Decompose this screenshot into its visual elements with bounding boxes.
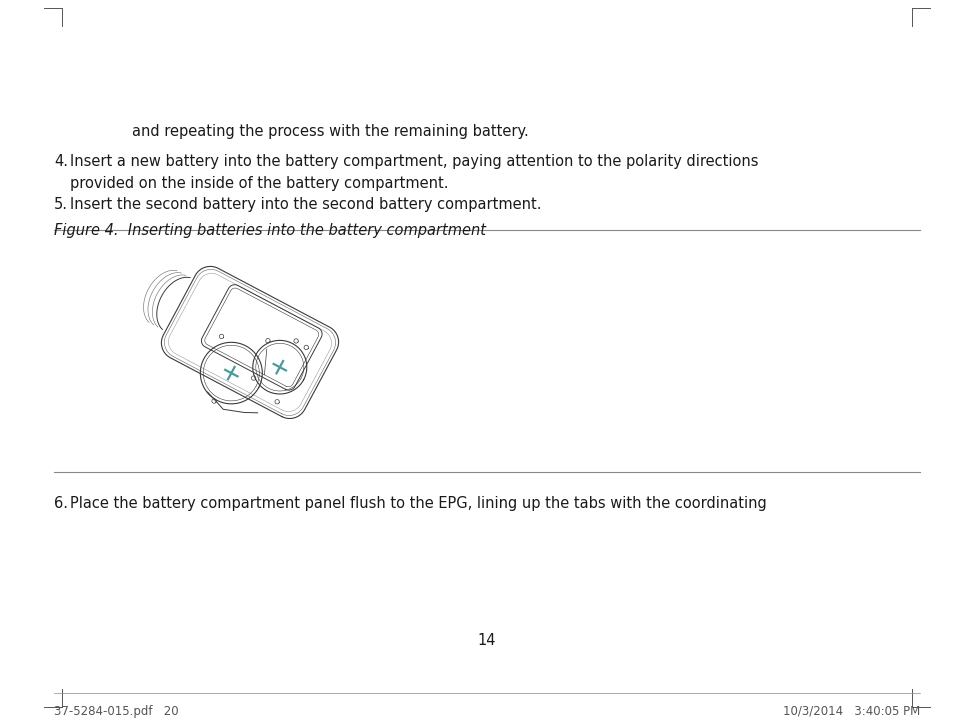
Text: Insert the second battery into the second battery compartment.: Insert the second battery into the secon…: [70, 197, 542, 212]
Text: provided on the inside of the battery compartment.: provided on the inside of the battery co…: [70, 176, 448, 191]
Text: Place the battery compartment panel flush to the EPG, lining up the tabs with th: Place the battery compartment panel flus…: [70, 496, 767, 511]
Text: 10/3/2014   3:40:05 PM: 10/3/2014 3:40:05 PM: [783, 705, 920, 718]
Text: and repeating the process with the remaining battery.: and repeating the process with the remai…: [132, 124, 529, 139]
Text: Insert a new battery into the battery compartment, paying attention to the polar: Insert a new battery into the battery co…: [70, 154, 759, 169]
Text: 37-5284-015.pdf   20: 37-5284-015.pdf 20: [54, 705, 178, 718]
Text: Figure 4.  Inserting batteries into the battery compartment: Figure 4. Inserting batteries into the b…: [54, 223, 486, 238]
Text: 5.: 5.: [54, 197, 68, 212]
Text: 14: 14: [478, 634, 496, 648]
Text: 4.: 4.: [54, 154, 68, 169]
Text: 6.: 6.: [54, 496, 68, 511]
